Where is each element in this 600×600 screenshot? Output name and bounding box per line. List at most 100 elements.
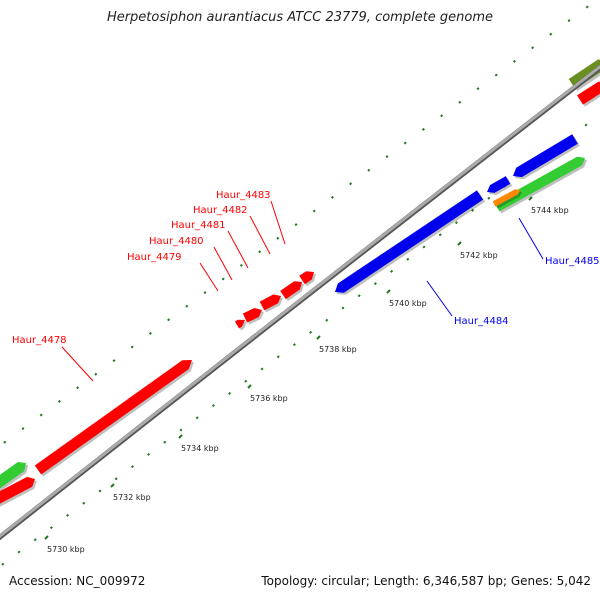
tick-dot — [438, 233, 442, 237]
tick-dot — [309, 330, 313, 334]
accession-text: Accession: NC_009972 — [9, 574, 146, 588]
gene-left-green — [0, 462, 26, 489]
tick-label: 5744 kbp — [531, 206, 569, 215]
major-tick — [386, 289, 391, 294]
tick-dot — [179, 428, 183, 432]
tick-label: 5734 kbp — [181, 444, 219, 453]
gene-haur-4481 — [259, 294, 281, 311]
tick-label: 5738 kbp — [319, 345, 357, 354]
tick-dot — [203, 291, 207, 295]
tick-dot — [211, 404, 215, 408]
gene-leader-line — [270, 200, 286, 245]
tick-label: 5740 kbp — [389, 299, 427, 308]
tick-dot — [406, 257, 410, 261]
tick-dot — [403, 141, 407, 145]
tick-dot — [1, 562, 5, 566]
tick-dot — [258, 250, 262, 254]
tick-label: 5732 kbp — [113, 493, 151, 502]
tick-dot — [373, 282, 377, 286]
gene-label: Haur_4479 — [127, 252, 182, 263]
gene-olive — [568, 59, 600, 89]
gene-label: Haur_4480 — [149, 236, 204, 247]
tick-dot — [292, 343, 296, 347]
gene-haur-4485 — [513, 134, 578, 178]
tick-dot — [163, 440, 167, 444]
tick-dot — [494, 73, 498, 77]
tick-dot — [454, 221, 458, 225]
feature-track — [0, 59, 600, 507]
gene-leader-line — [213, 246, 233, 281]
tick-dot — [341, 306, 345, 310]
tick-dot — [114, 477, 118, 481]
gene-label: Haur_4485 — [545, 256, 600, 267]
tick-dot — [567, 19, 571, 23]
major-tick — [528, 196, 533, 201]
gene-haur-4482 — [280, 281, 302, 300]
tick-dot — [584, 123, 588, 127]
tick-dot — [228, 391, 232, 395]
tick-dot — [112, 359, 116, 363]
gene-orange — [492, 189, 520, 207]
tick-dot — [357, 294, 361, 298]
tick-dot — [585, 5, 589, 9]
tick-dot — [98, 489, 102, 493]
tick-dot — [487, 196, 491, 200]
tick-dot — [458, 100, 462, 104]
gene-label: Haur_4481 — [171, 220, 226, 231]
tick-dot — [17, 550, 21, 554]
gene-leader-line — [227, 230, 249, 269]
gene-leader-line — [61, 346, 94, 382]
label-layer: 5730 kbp 5732 kbp 5734 kbp 5736 kbp 5738 kbp… — [12, 190, 600, 554]
tick-dot — [167, 318, 171, 322]
gene-label: Haur_4478 — [12, 335, 67, 346]
tick-dot — [531, 46, 535, 50]
tick-dot — [57, 399, 61, 403]
major-tick — [247, 384, 252, 389]
gene-haur-4483 — [299, 271, 314, 285]
gene-haur-4478 — [34, 360, 192, 475]
tick-dot — [367, 168, 371, 172]
tick-label: 5742 kbp — [460, 251, 498, 260]
tick-dot — [390, 269, 394, 273]
gene-left-red — [0, 476, 35, 504]
tick-dot — [260, 367, 264, 371]
tick-dot — [276, 355, 280, 359]
tick-dot — [195, 416, 199, 420]
tick-dot — [3, 440, 7, 444]
tick-dot — [440, 114, 444, 118]
major-tick — [457, 241, 462, 246]
outer-tick-dots — [3, 5, 589, 444]
tick-dot — [312, 209, 316, 213]
gene-label: Haur_4482 — [193, 205, 248, 216]
gene-haur-4479 — [234, 319, 245, 329]
gene-haur-4484 — [335, 190, 484, 293]
gene-small-blue — [487, 176, 511, 193]
gene-haur-4480 — [242, 308, 262, 323]
tick-dot — [385, 155, 389, 159]
tick-dot — [82, 501, 86, 505]
tick-dot — [325, 318, 329, 322]
tick-dot — [49, 526, 53, 530]
tick-dot — [421, 127, 425, 131]
tick-dot — [549, 32, 553, 36]
gene-label: Haur_4483 — [216, 190, 271, 201]
tick-dot — [147, 452, 151, 456]
backbone-shadow — [0, 64, 600, 541]
major-tick — [316, 335, 321, 340]
gene-leader-line — [426, 280, 453, 317]
tick-dot — [130, 465, 134, 469]
map-title: Herpetosiphon aurantiacus ATCC 23779, co… — [106, 10, 494, 25]
tick-dot — [476, 87, 480, 91]
gene-leader-line — [199, 262, 219, 292]
genome-summary-text: Topology: circular; Length: 6,346,587 bp… — [261, 574, 591, 588]
tick-dot — [66, 513, 70, 517]
major-tick — [178, 434, 183, 439]
tick-label: 5730 kbp — [47, 545, 85, 554]
tick-dot — [471, 208, 475, 212]
tick-dot — [422, 245, 426, 249]
tick-dot — [148, 331, 152, 335]
inner-tick-dots — [1, 123, 588, 566]
gene-leader-line — [518, 217, 544, 260]
tick-dot — [239, 263, 243, 267]
